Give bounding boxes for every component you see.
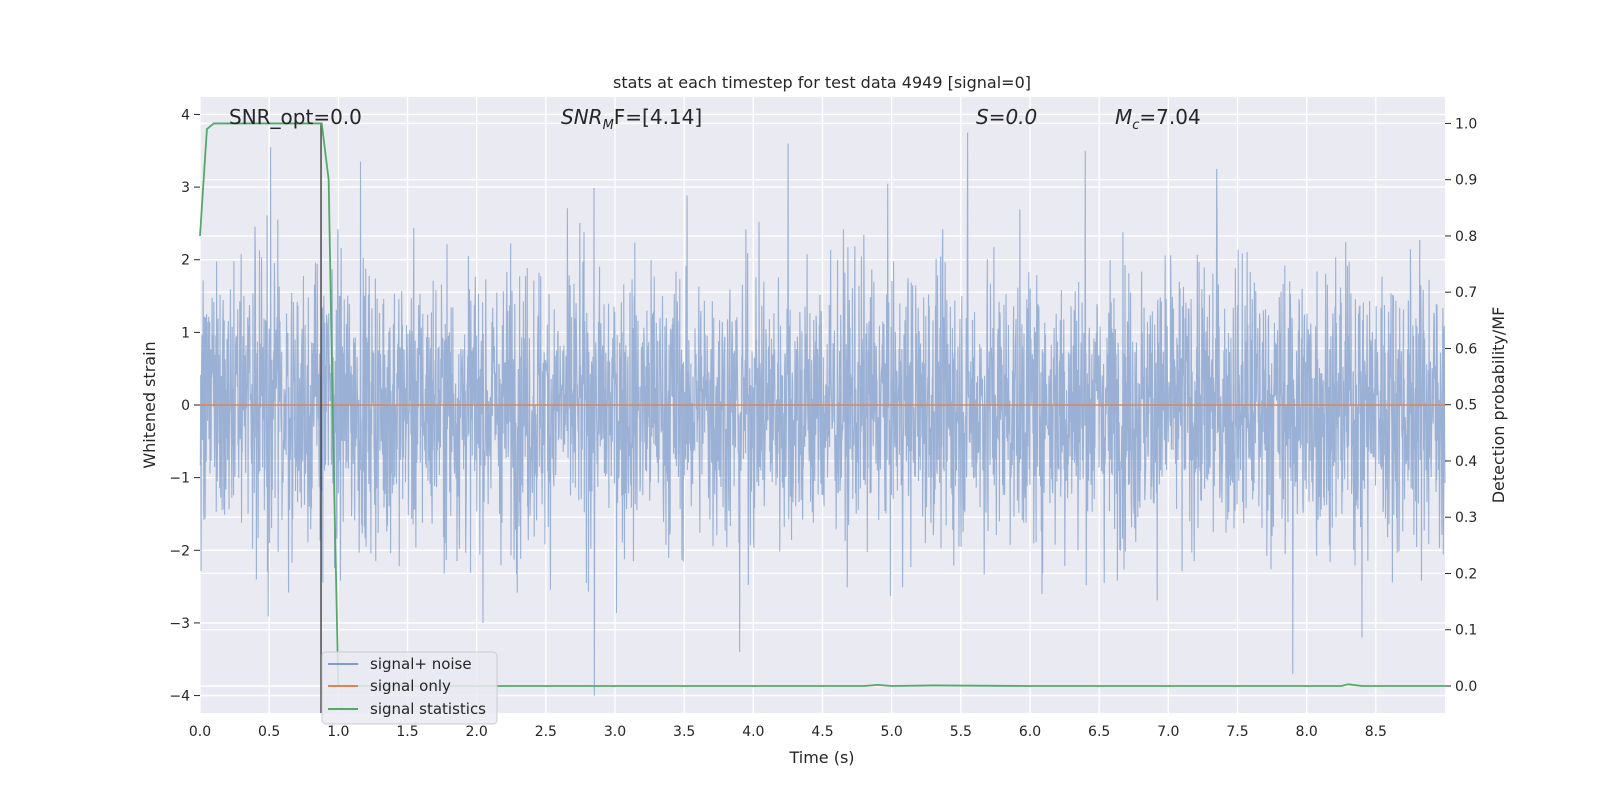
- x-tick-label: 2.0: [466, 724, 488, 740]
- y-right-tick-label: 0.6: [1455, 341, 1477, 357]
- legend-label-signal-statistics: signal statistics: [370, 700, 486, 718]
- mc-annotation: Mc=7.04: [1115, 105, 1201, 133]
- y-right-tick-label: 0.2: [1455, 566, 1477, 582]
- y-right-tick-label: 0.7: [1455, 285, 1477, 301]
- y-tick-label: −2: [169, 543, 190, 559]
- x-tick-label: 1.0: [327, 724, 349, 740]
- y-tick-label: 4: [181, 107, 190, 123]
- y-right-tick-label: 0.5: [1455, 398, 1477, 414]
- y-tick-label: 2: [181, 253, 190, 269]
- y-right-tick-label: 0.1: [1455, 623, 1477, 639]
- x-tick-label: 5.0: [881, 724, 903, 740]
- y-axis-label: Whitened strain: [140, 341, 159, 468]
- chart-title: stats at each timestep for test data 494…: [613, 73, 1031, 92]
- snr-mf-prefix: SNR: [561, 105, 603, 129]
- x-tick-label: 5.5: [950, 724, 972, 740]
- y-tick-label: −3: [169, 616, 190, 632]
- x-tick-label: 4.0: [742, 724, 764, 740]
- x-tick-label: 4.5: [811, 724, 833, 740]
- y-right-tick-label: 0.3: [1455, 510, 1477, 526]
- y-axis-ticks: −4 −3 −2 −1 0 1 2 3 4: [169, 107, 200, 705]
- mc-sub: c: [1132, 118, 1139, 133]
- s-label: S=0.0: [976, 105, 1037, 129]
- y-axis-right-ticks: 0.0 0.1 0.2 0.3 0.4 0.5 0.6 0.7 0.8 0.9 1.0: [1445, 116, 1477, 695]
- mc-prefix: M: [1115, 105, 1132, 129]
- x-axis-ticks: 0.0 0.5 1.0 1.5 2.0 2.5 3.0 3.5 4.0 4.5 5.0 5.5 6.0 6…: [189, 724, 1387, 740]
- snr-opt-annotation: SNR_opt=0.0: [229, 105, 362, 129]
- signal-noise-series: [199, 132, 1446, 696]
- y-right-tick-label: 1.0: [1455, 116, 1477, 132]
- x-tick-label: 7.5: [1226, 724, 1248, 740]
- y-tick-label: −4: [169, 689, 190, 705]
- y-right-tick-label: 0.0: [1455, 679, 1477, 695]
- mc-suffix: =7.04: [1139, 105, 1200, 129]
- snr-mf-sub: M: [603, 118, 614, 133]
- x-tick-label: 8.5: [1365, 724, 1387, 740]
- x-tick-label: 8.0: [1296, 724, 1318, 740]
- y-tick-label: 0: [181, 398, 190, 414]
- x-axis-label: Time (s): [788, 748, 854, 767]
- signal-noise-trace: [199, 132, 1446, 696]
- y-right-tick-label: 0.4: [1455, 454, 1477, 470]
- legend-label-signal-only: signal only: [370, 677, 451, 695]
- legend: signal+ noise signal only signal statist…: [321, 651, 498, 725]
- y-right-tick-label: 0.8: [1455, 229, 1477, 245]
- x-tick-label: 2.5: [535, 724, 557, 740]
- x-tick-label: 6.5: [1088, 724, 1110, 740]
- x-tick-label: 3.5: [673, 724, 695, 740]
- s-annotation: S=0.0: [976, 105, 1037, 129]
- snr-mf-suffix: F=[4.14]: [614, 105, 702, 129]
- x-tick-label: 3.0: [604, 724, 626, 740]
- y-tick-label: −1: [169, 471, 190, 487]
- x-tick-label: 0.0: [189, 724, 211, 740]
- legend-box: [321, 651, 498, 725]
- legend-label-signal-noise: signal+ noise: [370, 655, 472, 673]
- x-tick-label: 6.0: [1019, 724, 1041, 740]
- y-right-tick-label: 0.9: [1455, 173, 1477, 189]
- snr-mf-annotation: SNRMF=[4.14]: [561, 105, 702, 133]
- x-tick-label: 1.5: [396, 724, 418, 740]
- y-tick-label: 1: [181, 325, 190, 341]
- x-tick-label: 0.5: [258, 724, 280, 740]
- y-tick-label: 3: [181, 180, 190, 196]
- x-tick-label: 7.0: [1157, 724, 1179, 740]
- y-axis-right-label: Detection probability/MF: [1489, 307, 1508, 504]
